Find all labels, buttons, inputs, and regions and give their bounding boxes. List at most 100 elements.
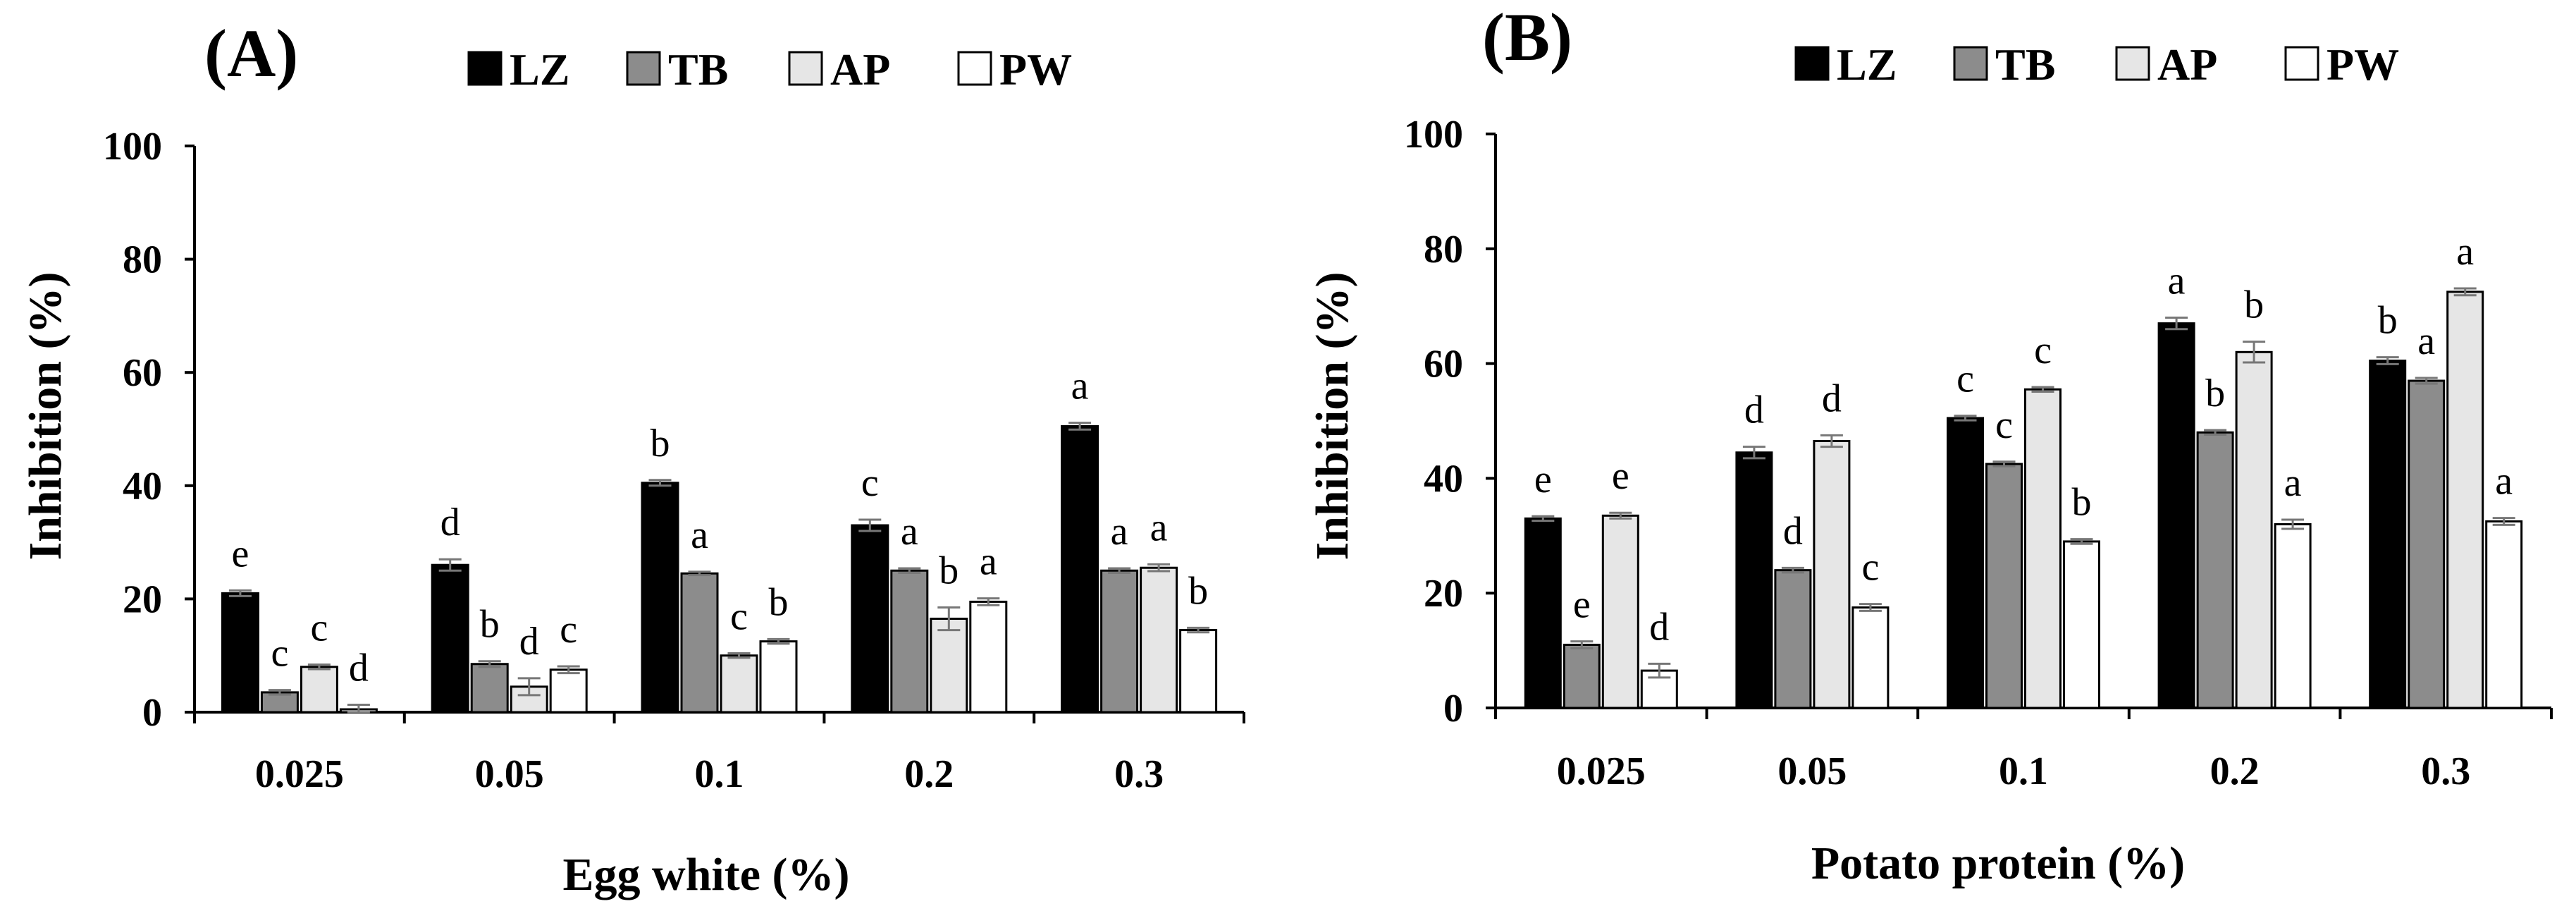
panel-b-significance-letter: b: [2205, 372, 2225, 415]
panel-b-significance-letter: c: [1995, 403, 2013, 447]
panel-b-x-axis-title: Potato protein (%): [1811, 838, 2185, 889]
panel-a-y-tick-label: 20: [123, 577, 162, 621]
panel-a-significance-letter: b: [651, 422, 670, 465]
panel-a: (A) Inhibition (%) Egg white (%) 0 20 40 60…: [20, 16, 1245, 900]
panel-a-x-tick-label: 0.2: [904, 752, 954, 796]
panel-b-bar-lz: [1735, 451, 1773, 709]
panel-a-x-tick-label: 0.1: [695, 752, 744, 796]
panel-a-bar-pw: [1179, 629, 1218, 714]
panel-b-bar-ap: [1813, 439, 1851, 709]
panel-b-y-tick-label: 0: [1443, 687, 1463, 730]
panel-b-significance-letter: e: [1573, 583, 1591, 627]
panel-a-bar-tb: [470, 663, 509, 714]
panel-a-significance-letter: d: [440, 501, 460, 544]
panel-b-legend-label-ap: AP: [2157, 39, 2217, 90]
panel-b-bar-tb: [1563, 643, 1601, 709]
panel-b-y-tick-label: 100: [1404, 113, 1463, 157]
panel-b-y-axis-title: Inhibition (%): [1307, 272, 1358, 561]
panel-a-significance-letter: a: [1111, 510, 1128, 554]
panel-a-y-tick-label: 80: [123, 238, 162, 282]
panel-a-significance-letter: c: [310, 606, 328, 650]
panel-a-significance-letter: a: [1071, 365, 1089, 408]
panel-b-significance-letter: c: [1861, 546, 1879, 589]
panel-a-significance-letter: b: [1188, 569, 1208, 613]
panel-a-bar-lz: [851, 524, 889, 714]
panel-b-significance-letter: a: [2417, 319, 2435, 363]
panel-b-bar-pw: [2485, 520, 2523, 709]
panel-a-significance-letter: d: [349, 647, 369, 690]
panel-b-bar-tb: [1985, 463, 2023, 709]
panel-a-significance-letter: a: [1150, 506, 1168, 549]
panel-b-significance-letter: c: [2034, 329, 2052, 372]
panel-b: (B) Inhibition (%) Potato protein (%) 0 2…: [1307, 0, 2553, 889]
panel-a-y-tick-label: 100: [103, 125, 162, 169]
panel-b-x-tick-label: 0.3: [2421, 750, 2470, 793]
panel-a-bar-tb: [890, 569, 929, 714]
panel-a-y-tick-label: 60: [123, 351, 162, 395]
panel-b-significance-letter: a: [2284, 461, 2302, 505]
panel-b-significance-letter: a: [2495, 460, 2513, 503]
panel-a-significance-letter: b: [939, 549, 959, 592]
panel-b-significance-letter: b: [2378, 299, 2398, 343]
panel-b-significance-letter: e: [1612, 454, 1629, 498]
panel-b-significance-letter: a: [2456, 230, 2474, 274]
panel-b-significance-letter: b: [2072, 481, 2092, 525]
panel-a-bar-tb: [680, 572, 719, 714]
panel-b-legend-label-tb: TB: [1995, 39, 2055, 90]
panel-b-bar-lz: [1947, 417, 1984, 709]
panel-b-legend-swatch-tb: [1953, 46, 1988, 81]
panel-a-significance-letter: e: [231, 532, 249, 575]
panel-b-x-tick-label: 0.05: [1777, 750, 1847, 793]
panel-a-significance-letter: c: [560, 608, 577, 652]
panel-b-significance-letter: d: [1783, 509, 1803, 553]
panel-a-x-axis-title: Egg white (%): [563, 849, 850, 900]
panel-b-significance-letter: d: [1744, 389, 1764, 432]
panel-b-bar-lz: [2157, 322, 2195, 709]
panel-a-bar-pw: [549, 668, 588, 714]
panel-a-significance-letter: c: [271, 632, 288, 675]
panel-a-significance-letter: b: [769, 580, 789, 624]
panel-a-bar-lz: [641, 482, 679, 714]
panel-b-significance-letter: c: [1956, 357, 1974, 401]
panel-b-significance-letter: a: [2168, 259, 2186, 302]
panel-a-x-tick-label: 0.3: [1114, 752, 1164, 796]
panel-b-legend-swatch-pw: [2284, 46, 2319, 81]
panel-b-bar-tb: [2196, 431, 2234, 709]
panel-b-significance-letter: e: [1534, 458, 1552, 501]
panel-a-bar-ap: [720, 654, 758, 714]
panel-a-legend-label-lz: LZ: [510, 44, 569, 94]
panel-b-bar-ap: [1601, 514, 1639, 709]
panel-a-bar-ap: [300, 666, 338, 714]
panel-a-bar-lz: [221, 592, 259, 714]
panel-b-bar-pw: [1851, 606, 1890, 709]
panel-b-bar-pw: [2063, 540, 2100, 709]
panel-b-legend-swatch-lz: [1794, 46, 1830, 81]
panel-b-bar-tb: [1774, 569, 1812, 709]
panel-a-bar-pw: [759, 640, 798, 714]
panel-b-bar-lz: [2369, 360, 2407, 709]
panel-a-significance-letter: b: [480, 603, 500, 647]
panel-b-legend-label-pw: PW: [2327, 39, 2399, 90]
panel-a-bar-lz: [431, 563, 469, 714]
panel-a-legend-label-tb: TB: [668, 44, 728, 94]
panel-b-y-tick-label: 40: [1424, 457, 1463, 501]
panel-a-significance-letter: d: [519, 620, 539, 664]
panel-a-legend-label-ap: AP: [830, 44, 890, 94]
panel-a-bar-ap: [930, 618, 968, 714]
panel-b-significance-letter: b: [2244, 283, 2264, 327]
panel-a-legend-swatch-ap: [788, 51, 823, 86]
panel-b-x-tick-label: 0.2: [2210, 750, 2260, 793]
panel-a-bar-lz: [1061, 424, 1099, 714]
panel-b-significance-letter: d: [1822, 377, 1842, 420]
panel-b-bar-ap: [2446, 291, 2484, 709]
panel-b-legend-label-lz: LZ: [1837, 39, 1897, 90]
panel-a-y-axis-title: Inhibition (%): [20, 272, 71, 561]
panel-b-bar-pw: [2274, 523, 2312, 709]
panel-b-x-tick-label: 0.025: [1557, 750, 1646, 793]
panel-b-label: (B): [1482, 0, 1572, 75]
panel-a-legend-swatch-tb: [626, 51, 661, 86]
panel-b-legend-swatch-ap: [2115, 46, 2150, 81]
panel-a-bar-pw: [969, 600, 1008, 714]
panel-a-significance-letter: a: [691, 513, 708, 557]
